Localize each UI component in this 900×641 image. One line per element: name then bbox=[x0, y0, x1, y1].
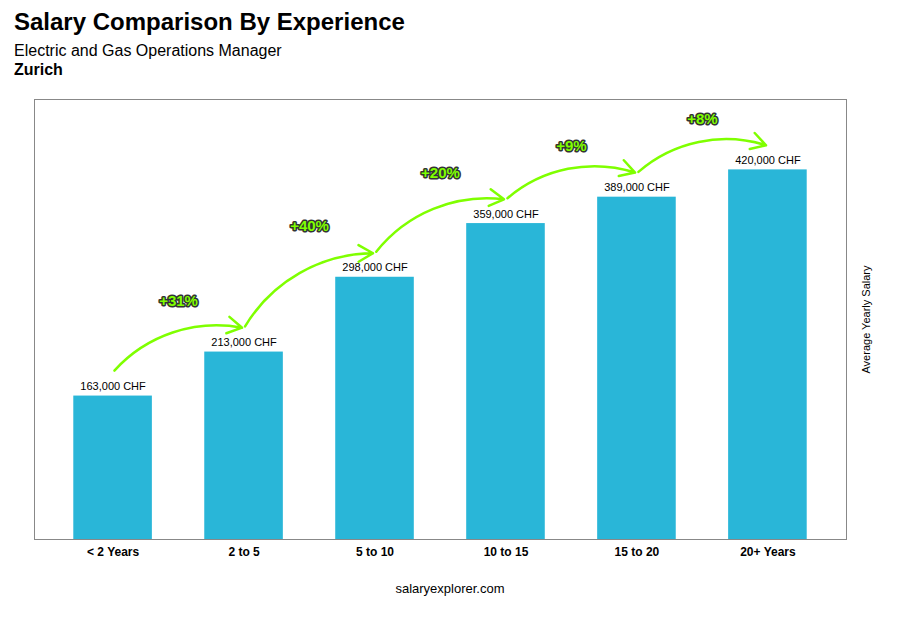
svg-text:+20%: +20% bbox=[421, 164, 460, 181]
svg-text:Average Yearly Salary: Average Yearly Salary bbox=[860, 265, 872, 374]
svg-text:20+ Years: 20+ Years bbox=[740, 545, 796, 559]
svg-text:213,000 CHF: 213,000 CHF bbox=[211, 336, 277, 348]
svg-text:420,000 CHF: 420,000 CHF bbox=[735, 154, 801, 166]
svg-text:+31%: +31% bbox=[159, 292, 198, 309]
html-text:Salary Comparison By Experienc: Salary Comparison By Experience bbox=[14, 8, 405, 35]
svg-text:5 to 10: 5 to 10 bbox=[356, 545, 394, 559]
svg-text:+8%: +8% bbox=[687, 110, 717, 127]
svg-text:359,000 CHF: 359,000 CHF bbox=[473, 208, 539, 220]
svg-text:15 to 20: 15 to 20 bbox=[615, 545, 660, 559]
svg-text:< 2 Years: < 2 Years bbox=[87, 545, 139, 559]
html-text:Zurich: Zurich bbox=[14, 61, 63, 78]
svg-text:298,000 CHF: 298,000 CHF bbox=[342, 261, 408, 273]
svg-text:163,000 CHF: 163,000 CHF bbox=[80, 380, 146, 392]
svg-text:+9%: +9% bbox=[556, 137, 586, 154]
html-text:salaryexplorer.com: salaryexplorer.com bbox=[395, 581, 505, 597]
svg-text:+40%: +40% bbox=[290, 217, 329, 234]
html-text:Electric and Gas Operations Ma: Electric and Gas Operations Manager bbox=[14, 41, 282, 59]
svg-text:2 to 5: 2 to 5 bbox=[228, 545, 260, 559]
svg-text:10 to 15: 10 to 15 bbox=[484, 545, 529, 559]
svg-text:389,000 CHF: 389,000 CHF bbox=[604, 181, 670, 193]
